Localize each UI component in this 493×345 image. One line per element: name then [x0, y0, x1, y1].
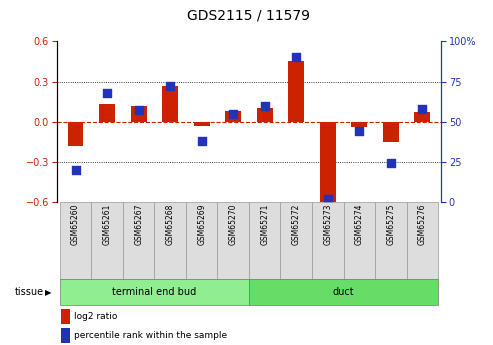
Point	[387, 160, 395, 166]
Bar	[61, 309, 70, 324]
Point	[229, 111, 237, 116]
Text: GSM65261: GSM65261	[103, 203, 111, 245]
Text: GSM65269: GSM65269	[197, 203, 206, 245]
Bar	[312, 202, 344, 279]
Text: GSM65268: GSM65268	[166, 203, 175, 245]
Bar	[68, 122, 83, 146]
Text: GSM65276: GSM65276	[418, 203, 427, 245]
Bar	[162, 86, 178, 122]
Bar	[154, 202, 186, 279]
Bar	[249, 279, 438, 305]
Bar	[225, 111, 241, 122]
Point	[419, 106, 426, 111]
Bar	[320, 122, 336, 205]
Bar	[217, 202, 249, 279]
Point	[261, 103, 269, 108]
Point	[355, 128, 363, 134]
Bar	[60, 279, 249, 305]
Bar	[91, 202, 123, 279]
Bar	[344, 202, 375, 279]
Point	[71, 167, 79, 172]
Bar	[288, 61, 304, 122]
Bar	[99, 104, 115, 122]
Text: GDS2115 / 11579: GDS2115 / 11579	[187, 8, 311, 22]
Bar	[194, 122, 210, 126]
Text: tissue: tissue	[15, 287, 44, 297]
Bar	[281, 202, 312, 279]
Bar	[383, 122, 399, 142]
Text: duct: duct	[333, 287, 354, 297]
Bar	[249, 202, 281, 279]
Text: GSM65273: GSM65273	[323, 203, 332, 245]
Bar	[407, 202, 438, 279]
Text: ▶: ▶	[44, 288, 51, 297]
Bar	[186, 202, 217, 279]
Text: GSM65275: GSM65275	[387, 203, 395, 245]
Text: percentile rank within the sample: percentile rank within the sample	[74, 331, 227, 340]
Bar	[60, 202, 91, 279]
Text: log2 ratio: log2 ratio	[74, 312, 117, 321]
Text: GSM65274: GSM65274	[355, 203, 364, 245]
Point	[135, 108, 142, 113]
Text: terminal end bud: terminal end bud	[112, 287, 197, 297]
Point	[324, 196, 332, 201]
Text: GSM65260: GSM65260	[71, 203, 80, 245]
Point	[292, 55, 300, 60]
Point	[198, 138, 206, 144]
Bar	[375, 202, 407, 279]
Bar	[257, 108, 273, 122]
Text: GSM65272: GSM65272	[292, 203, 301, 245]
Bar	[61, 328, 70, 343]
Point	[103, 90, 111, 96]
Point	[166, 83, 174, 89]
Bar	[123, 202, 154, 279]
Bar	[352, 122, 367, 127]
Bar	[131, 106, 146, 122]
Text: GSM65270: GSM65270	[229, 203, 238, 245]
Text: GSM65271: GSM65271	[260, 203, 269, 245]
Bar	[415, 112, 430, 122]
Text: GSM65267: GSM65267	[134, 203, 143, 245]
